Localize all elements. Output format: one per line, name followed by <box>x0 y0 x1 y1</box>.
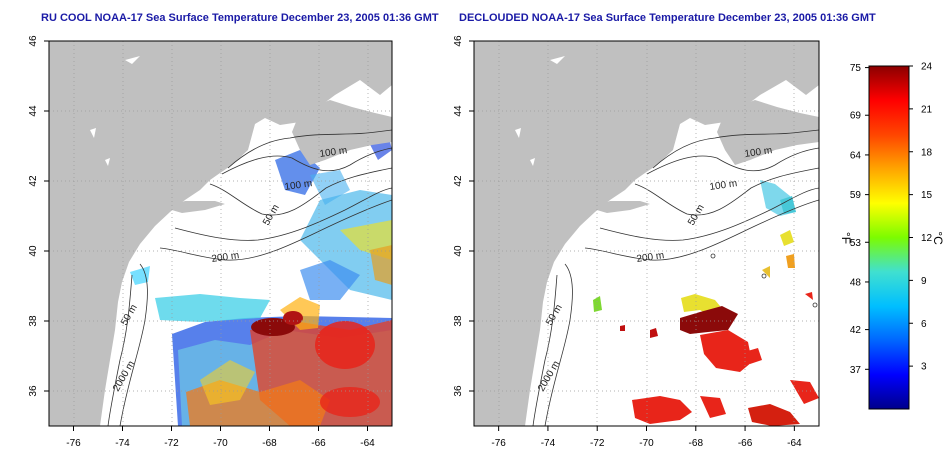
fahrenheit-label: °F <box>839 232 853 244</box>
lat-tick-label: 38 <box>28 315 39 327</box>
celsius-tick-label: 18 <box>921 147 933 158</box>
celsius-label: °C <box>931 231 945 245</box>
lat-tick-label: 42 <box>453 175 464 187</box>
lat-tick-label: 46 <box>453 35 464 47</box>
right-land <box>474 41 819 426</box>
contour-label: 100 m <box>319 145 348 160</box>
axis-tick-labels: 36 38 40 42 44 46 -76 -74 -72 -70 -68 -66 -64 36 38 40 4… <box>28 35 802 449</box>
right-graticule <box>474 41 819 426</box>
lat-tick-label: 44 <box>28 105 39 117</box>
lon-tick-label: -72 <box>590 438 605 449</box>
lon-tick-label: -64 <box>360 438 375 449</box>
celsius-tick-label: 12 <box>921 233 933 244</box>
lon-tick-label: -68 <box>262 438 277 449</box>
lat-tick-label: 44 <box>453 105 464 117</box>
contour-label: 200 m <box>211 250 240 265</box>
left-graticule <box>49 41 392 426</box>
lon-tick-label: -66 <box>738 438 753 449</box>
lon-tick-label: -74 <box>115 438 130 449</box>
celsius-tick-label: 24 <box>921 62 933 73</box>
celsius-tick-label: 6 <box>921 319 927 330</box>
contour-label: 100 m <box>709 178 738 193</box>
lon-tick-label: -74 <box>541 438 556 449</box>
left-land <box>49 41 392 426</box>
fahrenheit-tick-label: 53 <box>850 238 862 249</box>
celsius-tick-label: 21 <box>921 104 933 115</box>
colorbar-ticks: 24 21 18 15 12 9 6 3 75 69 64 59 53 48 42 37 <box>850 62 933 376</box>
lat-tick-label: 38 <box>453 315 464 327</box>
lon-tick-label: -76 <box>66 438 81 449</box>
right-panel-title: DECLOUDED NOAA-17 Sea Surface Temperatur… <box>459 12 876 24</box>
fahrenheit-tick-label: 48 <box>850 277 862 288</box>
lon-tick-label: -70 <box>639 438 654 449</box>
celsius-tick-label: 15 <box>921 190 933 201</box>
right-map-panel: 100 m 100 m 50 m 200 m 50 m 2000 m <box>473 40 820 427</box>
lat-tick-label: 42 <box>28 175 39 187</box>
lon-tick-label: -70 <box>213 438 228 449</box>
lon-tick-label: -72 <box>164 438 179 449</box>
left-bathymetry-contours <box>107 129 392 426</box>
celsius-tick-label: 3 <box>921 362 927 373</box>
contour-label: 100 m <box>284 178 313 193</box>
lat-tick-label: 36 <box>453 385 464 397</box>
lon-tick-label: -68 <box>689 438 704 449</box>
lon-tick-label: -66 <box>311 438 326 449</box>
left-panel-title: RU COOL NOAA-17 Sea Surface Temperature … <box>41 12 439 24</box>
contour-label: 200 m <box>636 250 665 265</box>
right-bathymetry-contours <box>532 129 819 426</box>
lat-tick-label: 46 <box>28 35 39 47</box>
left-map-panel: 100 m 100 m 50 m 200 m 50 m 2000 m <box>48 40 393 427</box>
fahrenheit-tick-label: 64 <box>850 150 862 161</box>
fahrenheit-tick-label: 37 <box>850 365 862 376</box>
lat-tick-label: 40 <box>453 245 464 257</box>
lon-tick-label: -64 <box>787 438 802 449</box>
lat-tick-label: 36 <box>28 385 39 397</box>
colorbar-gradient <box>868 65 910 410</box>
left-sst-overlay <box>130 68 392 426</box>
fahrenheit-tick-label: 75 <box>850 63 862 74</box>
celsius-tick-label: 9 <box>921 276 927 287</box>
contour-label: 100 m <box>744 145 773 160</box>
colorbar: 24 21 18 15 12 9 6 3 75 69 64 59 53 48 42 37 °F °C <box>839 62 945 410</box>
lat-tick-label: 40 <box>28 245 39 257</box>
fahrenheit-tick-label: 69 <box>850 111 862 122</box>
fahrenheit-tick-label: 59 <box>850 190 862 201</box>
fahrenheit-tick-label: 42 <box>850 325 862 336</box>
lon-tick-label: -76 <box>491 438 506 449</box>
